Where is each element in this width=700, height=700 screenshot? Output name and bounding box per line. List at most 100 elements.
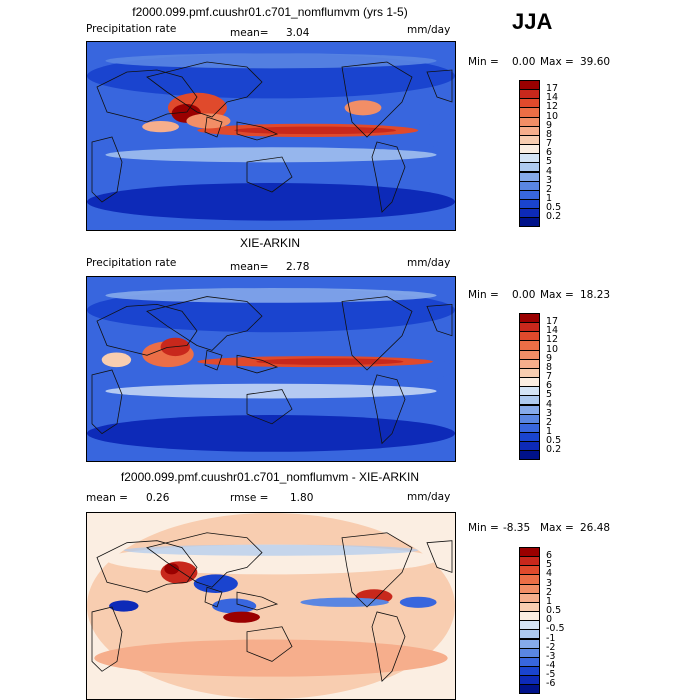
colorbar-tick-label: 17 [546,83,559,95]
colorbar-tick-label: 0.2 [546,211,562,223]
panel2-map [86,276,456,462]
coastline [236,591,279,611]
coastline [246,389,293,425]
panel2-variable-label: Precipitation rate [86,257,177,269]
map-field-region [223,611,260,623]
coastline [426,303,453,337]
coastline [371,611,406,683]
colorbar-tick-label: 2 [546,586,553,598]
colorbar-tick-label: 9 [546,352,553,364]
colorbar-swatch [519,217,540,228]
colorbar-tick-label: 4 [546,568,553,580]
coastline [236,354,279,374]
panel1-mean-value: 3.04 [286,27,310,39]
coastline [91,369,123,435]
map-field-region [109,600,139,612]
coastline [426,540,453,573]
panel1-variable-label: Precipitation rate [86,23,177,35]
coastline [204,116,223,138]
panel3-mean-value: 0.26 [146,492,170,504]
panel1-mean-label: mean= [230,27,269,39]
map-field-region [212,598,257,614]
colorbar-tick-label: 2 [546,183,553,195]
colorbar-tick-label: 10 [546,110,559,122]
panel2-colorbar: 17 14 12 10 9 8 7 6 5 4 3 2 1 0.5 0.2 [519,313,579,461]
colorbar-tick-label: 1 [546,192,553,204]
panel2-min-label: Min = [468,289,499,301]
panel3-colorbar: 6 5 4 3 2 1 0.5 0 -0.5 -1 -2 -3 -4 -5 -6 [519,547,579,695]
colorbar-tick-label: -4 [546,659,556,671]
panel2-units: mm/day [407,257,451,269]
colorbar-tick-label: 17 [546,316,559,328]
map-field-region [300,597,389,607]
panel1-units: mm/day [407,24,451,36]
colorbar-tick-label: 4 [546,165,553,177]
panel3-title: f2000.099.pmf.cuushr01.c701_nomflumvm - … [120,470,420,484]
colorbar-tick-label: 8 [546,128,553,140]
colorbar-tick-label: 14 [546,325,559,337]
map-field-region [105,147,437,163]
colorbar-tick-label: 0.5 [546,435,562,447]
panel2-mean-value: 2.78 [286,261,310,273]
coastline [341,296,413,371]
colorbar-tick-label: 3 [546,174,553,186]
panel3-rmse-label: rmse = [230,492,269,504]
colorbar-tick-label: 6 [546,147,553,159]
coastline [341,61,413,138]
coastline [236,121,279,141]
panel1-min-label: Min = [468,56,499,68]
map-field-region [186,113,231,129]
coastline [146,61,263,118]
colorbar-tick-label: 2 [546,416,553,428]
colorbar-tick-label: -0.5 [546,623,565,635]
coastline [146,296,263,351]
colorbar-swatch [519,684,540,695]
panel2-min-value: 0.00 [512,289,536,301]
panel3-units: mm/day [407,491,451,503]
panel1-map [86,41,456,231]
map-field-region [87,415,455,452]
map-field-region [123,544,419,556]
panel3-map [86,512,456,700]
coastline [371,141,406,213]
colorbar-tick-label: -1 [546,632,556,644]
coastline [204,586,223,608]
coastline [204,349,223,371]
colorbar-tick-label: -5 [546,669,556,681]
colorbar-tick-label: 0.5 [546,605,562,617]
panel3-mean-label: mean = [86,492,128,504]
colorbar-tick-label: 6 [546,380,553,392]
map-field-region [399,596,437,608]
colorbar-tick-label: 5 [546,559,553,571]
colorbar-tick-label: -2 [546,641,556,653]
panel1-max-value: 39.60 [580,56,611,68]
colorbar-tick-label: 10 [546,343,559,355]
map-field-region [87,183,455,221]
colorbar-swatch [519,450,540,461]
colorbar-tick-label: 6 [546,550,553,562]
coastline [91,606,123,672]
colorbar-tick-label: 5 [546,389,553,401]
map-field-region [105,288,437,303]
colorbar-tick-label: 0.5 [546,202,562,214]
map-field-region [160,561,198,584]
colorbar-tick-label: 7 [546,138,553,150]
coastline [146,532,263,588]
coastline [91,136,123,203]
coastline [246,626,293,662]
panel2-max-label: Max = [540,289,574,301]
colorbar-tick-label: 3 [546,407,553,419]
map-field-region [164,563,179,575]
colorbar-tick-label: 7 [546,371,553,383]
panel1-min-value: 0.00 [512,56,536,68]
colorbar-tick-label: -6 [546,678,556,690]
map-field-region [94,639,448,677]
map-field-region [344,100,382,116]
colorbar-tick-label: 4 [546,398,553,410]
panel2-max-value: 18.23 [580,289,611,301]
colorbar-tick-label: -3 [546,650,556,662]
colorbar-tick-label: 0.2 [546,444,562,456]
coastline [246,156,293,193]
colorbar-tick-label: 12 [546,334,559,346]
panel2-mean-label: mean= [230,261,269,273]
